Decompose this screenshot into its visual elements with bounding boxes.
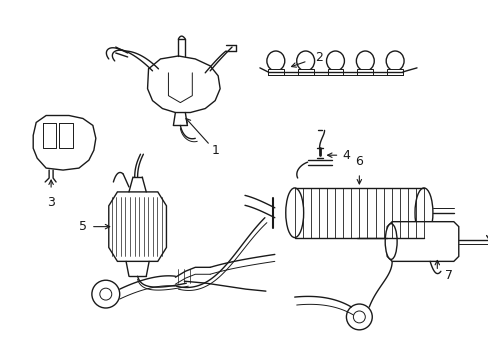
- Text: 1: 1: [211, 144, 219, 157]
- Bar: [357, 69, 372, 75]
- Ellipse shape: [266, 51, 284, 71]
- Text: 6: 6: [355, 155, 363, 168]
- Text: 7: 7: [445, 269, 452, 282]
- Bar: [297, 69, 313, 75]
- Circle shape: [346, 304, 371, 330]
- Text: 3: 3: [47, 196, 55, 209]
- Ellipse shape: [296, 51, 314, 71]
- Ellipse shape: [285, 188, 303, 238]
- Circle shape: [92, 280, 120, 308]
- Text: 4: 4: [342, 149, 349, 162]
- Polygon shape: [108, 192, 166, 261]
- Ellipse shape: [326, 51, 344, 71]
- Circle shape: [353, 311, 365, 323]
- Ellipse shape: [356, 51, 373, 71]
- Ellipse shape: [385, 224, 396, 260]
- Bar: [267, 69, 283, 75]
- Polygon shape: [33, 116, 96, 170]
- Polygon shape: [386, 222, 458, 261]
- Ellipse shape: [414, 188, 432, 238]
- Text: 2: 2: [315, 51, 323, 64]
- Bar: [327, 69, 343, 75]
- Ellipse shape: [386, 51, 403, 71]
- Circle shape: [100, 288, 112, 300]
- Bar: [386, 69, 402, 75]
- Text: 5: 5: [79, 220, 87, 233]
